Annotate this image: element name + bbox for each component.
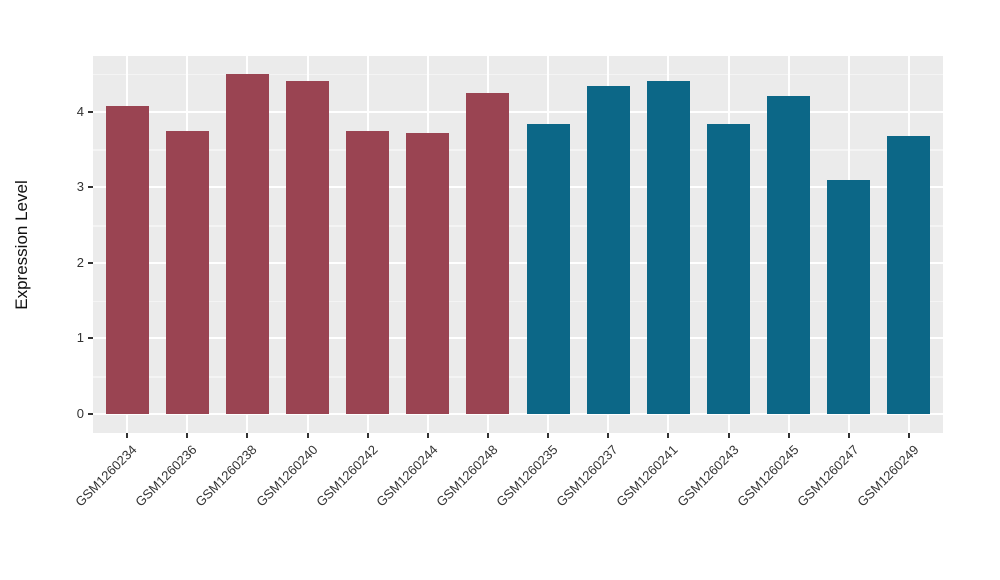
y-axis-title: Expression Level (12, 179, 31, 310)
x-tick-label: GSM1260241 (613, 442, 681, 510)
x-axis-tick (667, 433, 670, 438)
x-tick-label: GSM1260240 (252, 442, 321, 510)
y-tick-label: 1 (76, 330, 84, 346)
y-axis-tick (88, 261, 93, 264)
x-tick-label: GSM1260245 (733, 442, 802, 510)
bar-GSM1260241 (646, 80, 690, 414)
gridline-major-h (93, 413, 943, 415)
y-axis-tick (88, 413, 93, 415)
y-axis-tick (88, 186, 93, 189)
y-axis-tick (88, 337, 93, 340)
x-tick-label: GSM1260244 (373, 442, 441, 510)
x-tick-label: GSM1260237 (553, 442, 621, 510)
y-axis-tick (88, 110, 93, 113)
x-axis-tick (787, 433, 790, 438)
bar-GSM1260245 (767, 96, 811, 414)
x-axis-tick (126, 433, 129, 438)
x-axis-tick (306, 433, 309, 438)
x-axis-tick (366, 433, 369, 438)
bar-GSM1260242 (346, 130, 390, 414)
x-axis-tick (607, 433, 610, 438)
gridline-minor-h (93, 149, 943, 151)
y-tick-label: 0 (76, 406, 84, 421)
x-tick-label: GSM1260248 (433, 442, 501, 510)
bar-GSM1260238 (225, 73, 269, 414)
x-tick-label: GSM1260236 (132, 442, 200, 510)
gridline-major-h (93, 261, 943, 264)
bar-GSM1260240 (286, 80, 329, 414)
gridline-major-h (93, 110, 943, 113)
gridline-minor-h (93, 225, 943, 227)
bar-GSM1260249 (887, 135, 931, 414)
gridline-minor-h (93, 73, 943, 76)
x-tick-label: GSM1260247 (794, 442, 862, 510)
bar-GSM1260248 (466, 92, 510, 414)
x-axis-tick (547, 433, 550, 438)
bar-GSM1260237 (586, 85, 630, 414)
gridline-major-h (93, 186, 943, 189)
y-tick-label: 3 (76, 179, 84, 195)
x-axis-tick (486, 433, 489, 438)
bar-GSM1260244 (406, 132, 450, 414)
x-axis-tick (246, 433, 249, 438)
x-tick-label: GSM1260243 (673, 442, 742, 510)
bar-GSM1260247 (827, 179, 871, 414)
x-axis-tick (186, 433, 189, 438)
bar-GSM1260235 (526, 124, 570, 414)
x-tick-label: GSM1260249 (854, 442, 922, 510)
x-axis-tick (727, 433, 730, 438)
x-axis-tick (426, 433, 429, 438)
x-tick-label: GSM1260242 (312, 442, 381, 510)
gridline-minor-h (93, 300, 943, 303)
x-axis-tick (907, 433, 910, 438)
x-tick-label: GSM1260234 (72, 442, 140, 510)
y-tick-label: 2 (76, 254, 84, 270)
gridline-minor-h (93, 376, 943, 378)
x-tick-label: GSM1260238 (192, 442, 260, 510)
x-tick-label: GSM1260235 (493, 442, 561, 510)
y-tick-label: 4 (76, 103, 84, 119)
bar-GSM1260234 (105, 105, 149, 414)
bar-GSM1260243 (707, 123, 750, 414)
chart-panel (93, 56, 943, 433)
x-axis-tick (847, 433, 850, 438)
gridline-major-h (93, 337, 943, 340)
bar-GSM1260236 (165, 130, 209, 414)
